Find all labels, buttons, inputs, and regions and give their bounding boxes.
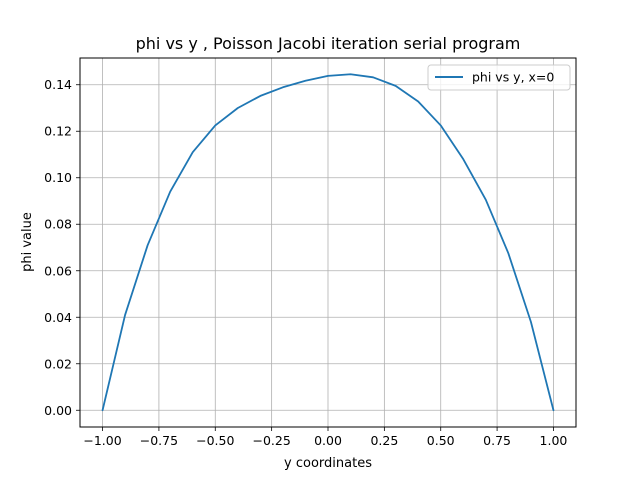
x-tick-label: −0.25 [252, 433, 290, 448]
legend-box [427, 64, 571, 91]
y-tick-label: 0.04 [44, 310, 72, 325]
x-tick-label: 1.00 [540, 433, 568, 448]
x-tick-label: 0.25 [370, 433, 398, 448]
chart-title: phi vs y , Poisson Jacobi iteration seri… [136, 34, 521, 53]
x-tick-label: 0.75 [483, 433, 511, 448]
x-tick-label: −0.75 [140, 433, 178, 448]
x-tick-label: −0.50 [196, 433, 234, 448]
series-line [101, 73, 555, 412]
x-axis-ticks: −1.00 −0.75 −0.50 −0.25 0.00 0.25 0.50 0.75 1.00 [83, 427, 567, 448]
legend: phi vs y, x=0 [427, 64, 571, 91]
y-tick-label: 0.14 [44, 77, 72, 92]
legend-label: phi vs y, x=0 [472, 70, 554, 85]
x-tick-label: 0.50 [427, 433, 455, 448]
y-tick-label: 0.06 [44, 263, 72, 278]
series-layer [101, 73, 555, 412]
x-tick-label: −1.00 [83, 433, 121, 448]
grid [80, 58, 576, 427]
y-axis-ticks: 0.00 0.02 0.04 0.06 0.08 0.10 0.12 0.14 [44, 77, 80, 418]
x-tick-label: 0.00 [314, 433, 342, 448]
x-axis-label: y coordinates [284, 456, 372, 471]
y-axis-label: phi value [20, 212, 35, 272]
y-tick-label: 0.02 [44, 356, 72, 371]
y-tick-label: 0.12 [44, 124, 72, 139]
y-tick-label: 0.10 [44, 170, 72, 185]
y-tick-label: 0.00 [44, 403, 72, 418]
y-tick-label: 0.08 [44, 217, 72, 232]
